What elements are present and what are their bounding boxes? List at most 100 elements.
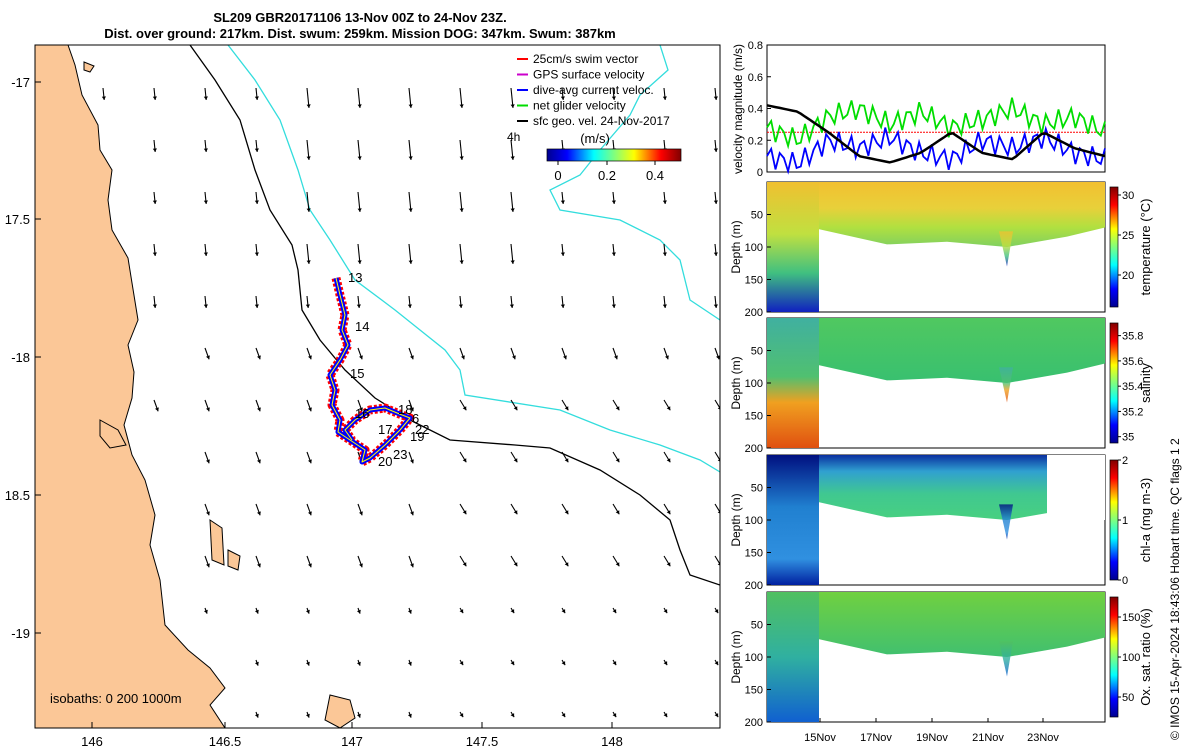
track-day-label: 17 (378, 422, 392, 437)
velocity-series (766, 97, 1106, 175)
colorbar-tick-label: 0.2 (598, 168, 616, 183)
velocity-ytick-label: 0.6 (748, 72, 763, 84)
current-vector-head (611, 252, 616, 256)
lon-tick-label: 146 (81, 734, 103, 749)
current-vector-head (101, 96, 106, 100)
current-vector-head (254, 713, 259, 718)
depth-tick-label: 150 (745, 275, 763, 287)
current-vector-head (510, 156, 515, 160)
current-vector-head (512, 355, 516, 360)
isobath-1000-offshore (549, 45, 720, 321)
section-dip-feature (999, 504, 1013, 540)
current-vector-head (254, 252, 259, 256)
track-day-label: 22 (415, 422, 429, 437)
section-left-column (767, 592, 819, 722)
current-vector-head (305, 304, 310, 308)
current-vector-head (717, 562, 720, 566)
section-field (817, 592, 1105, 657)
current-vector-head (308, 407, 312, 412)
current-vector-head (410, 355, 414, 360)
current-vector-head (612, 713, 617, 718)
depth-section-0: 50 100 150 200 Depth (m) 20 25 30 temperature (°… (729, 181, 1153, 319)
section-colorbar (1109, 596, 1119, 718)
current-vector-head (717, 510, 720, 514)
depth-tick-label: 50 (751, 346, 763, 358)
lat-tick-label: -19 (11, 626, 30, 641)
current-vector-head (509, 304, 514, 308)
current-vector (714, 503, 720, 514)
colorbar-label: Ox. sat. ratio (%) (1138, 608, 1153, 706)
current-vector-head (152, 96, 157, 100)
current-vector-head (713, 148, 718, 152)
current-vector-head (615, 458, 620, 463)
current-vector-head (662, 96, 667, 100)
current-vector-head (308, 355, 312, 360)
depth-tick-label: 200 (745, 307, 763, 319)
colorbar-tick-label: 35.4 (1122, 381, 1143, 393)
current-vector-head (152, 148, 157, 152)
current-vector-head (408, 260, 413, 264)
colorbar-tick-label: 35.8 (1122, 331, 1143, 343)
current-vector-head (357, 104, 362, 108)
depth-ylabel: Depth (m) (729, 220, 743, 273)
lon-tick-label: 146.5 (209, 734, 242, 749)
depth-ylabel: Depth (m) (729, 630, 743, 683)
current-vector-head (359, 407, 363, 412)
current-vector-head (305, 713, 310, 718)
legend-entry: 25cm/s swim vector (533, 52, 638, 66)
current-vector-head (714, 661, 719, 666)
current-vector-head (716, 355, 720, 360)
section-field (817, 318, 1105, 383)
current-vector-head (257, 407, 261, 412)
colorbar-tick-label: 25 (1122, 230, 1134, 242)
current-vector-head (561, 661, 566, 666)
current-vector-head (305, 609, 310, 614)
colorbar-tick-label: 0.4 (646, 168, 664, 183)
current-vector-head (407, 609, 412, 614)
current-vector-head (663, 713, 668, 718)
title-line-1: SL209 GBR20171106 13-Nov 00Z to 24-Nov 2… (213, 10, 507, 25)
current-vector-head (662, 304, 667, 308)
current-vector-head (410, 511, 414, 516)
current-vector-head (308, 459, 312, 464)
current-vector-head (461, 355, 465, 360)
current-vector-head (357, 156, 362, 160)
colorbar-tick-label: 0 (554, 168, 561, 183)
time-tick-label: 19Nov (916, 732, 948, 744)
colorbar-ticks: 0 0.2 0.4 (554, 161, 664, 183)
colorbar-label: chl-a (mg m-3) (1138, 478, 1153, 563)
current-vector-head (560, 200, 565, 204)
lon-tick-label: 147 (341, 734, 363, 749)
current-vector-head (206, 511, 210, 516)
track-day-label: 23 (393, 447, 407, 462)
current-vector-head (254, 304, 259, 308)
current-vector-head (564, 562, 569, 567)
current-vector-head (206, 407, 210, 412)
current-vector-field (101, 87, 720, 718)
current-vector-head (407, 661, 412, 666)
current-vector-head (663, 661, 668, 666)
current-vector-head (615, 562, 620, 567)
velocity-y-ticks: 0 0.2 0.4 0.6 0.8 (748, 40, 771, 179)
current-vector-head (203, 252, 208, 256)
depth-tick-label: 150 (745, 411, 763, 423)
current-vector-head (663, 609, 668, 614)
current-vector-head (203, 148, 208, 152)
current-vector-head (257, 355, 261, 360)
track-day-label: 19 (410, 429, 424, 444)
current-vector-head (410, 563, 414, 568)
current-vector-head (407, 713, 412, 718)
velocity-line (766, 104, 1106, 164)
time-tick-label: 17Nov (860, 732, 892, 744)
current-vector-head (305, 661, 310, 666)
current-vector-head (462, 458, 467, 463)
current-vector-head (206, 355, 210, 360)
current-vector-head (666, 406, 671, 411)
velocity-axes-box (766, 44, 1106, 173)
current-vector-head (357, 260, 362, 264)
lat-tick-label: 17.5 (5, 212, 30, 227)
